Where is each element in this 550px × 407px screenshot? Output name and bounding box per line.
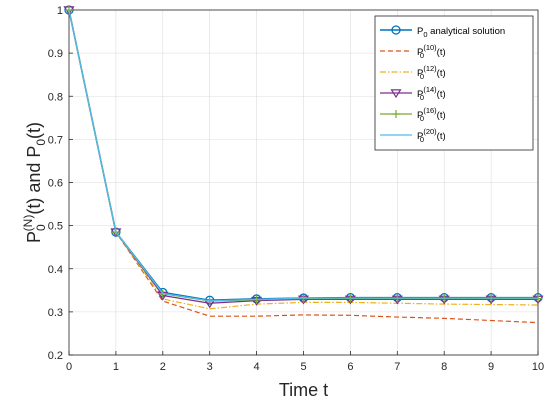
x-tick-label: 5 xyxy=(300,361,306,373)
legend-label-sub: 0 xyxy=(420,93,424,102)
legend-label-base: P xyxy=(417,47,423,58)
legend-label-base: P xyxy=(417,131,423,142)
legend-label-base: P xyxy=(417,110,423,121)
legend-label-sub: 0 xyxy=(420,51,424,60)
legend-label: P(10) 0 (t) xyxy=(417,43,446,60)
y-label-mid: (t) and P xyxy=(24,146,44,215)
legend-swatch-marker xyxy=(391,25,401,35)
legend-label-suffix: (t) xyxy=(437,47,446,58)
legend-label-suffix: (t) xyxy=(437,89,446,100)
legend-item: P(12) 0 (t) xyxy=(380,64,446,81)
legend-box xyxy=(374,15,534,151)
legend-label-base: P xyxy=(417,68,423,79)
legend-label-sup: (14) xyxy=(423,85,437,94)
y-tick-label: 0.3 xyxy=(48,307,63,319)
y-tick-label: 0.9 xyxy=(48,48,63,60)
legend-swatch-marker xyxy=(392,110,400,118)
legend-label-base: P xyxy=(417,89,423,100)
legend-item: P(16) 0 (t) xyxy=(380,106,446,123)
x-tick-label: 6 xyxy=(347,361,353,373)
axis-ticks: 0 1 2 3 4 5 6 7 8 9 10 0.2 0.3 0.4 0.5 0.6 0.7 0.8 0.9 1 xyxy=(48,5,544,373)
legend-label-suffix: analytical solution xyxy=(428,26,506,37)
legend-label-sup: (10) xyxy=(423,43,437,52)
y-tick-label: 0.5 xyxy=(48,221,63,233)
legend-item: P0 analytical solution xyxy=(380,25,505,39)
legend-label: P(12) 0 (t) xyxy=(417,64,446,81)
legend-label-suffix: (t) xyxy=(437,110,446,121)
series-line xyxy=(68,9,538,302)
y-tick-label: 0.6 xyxy=(48,178,63,190)
series-line xyxy=(68,9,539,324)
y-tick-label: 0.8 xyxy=(48,91,63,103)
y-label-base: P xyxy=(24,231,44,243)
legend-item: P(10) 0 (t) xyxy=(380,43,446,60)
y-label-sup: (N) xyxy=(21,215,35,232)
x-tick-label: 7 xyxy=(394,361,400,373)
legend-swatch-marker xyxy=(390,89,402,99)
legend-label-sub: 0 xyxy=(420,114,424,123)
x-axis-label: Time t xyxy=(279,380,328,400)
legend-label: P(16) 0 (t) xyxy=(417,106,446,123)
x-tick-label: 2 xyxy=(160,361,166,373)
x-tick-label: 8 xyxy=(441,361,447,373)
series-group xyxy=(63,5,544,324)
y-tick-label: 1 xyxy=(57,5,63,17)
legend-label-sub: 0 xyxy=(420,72,424,81)
legend-label-sup: (12) xyxy=(423,64,437,73)
legend-label-sup: (16) xyxy=(423,106,437,115)
x-tick-label: 9 xyxy=(488,361,494,373)
series-6 xyxy=(68,9,538,302)
legend-label: P(14) 0 (t) xyxy=(417,85,446,102)
y-tick-label: 0.7 xyxy=(48,134,63,146)
y-label-end: (t) xyxy=(24,122,44,139)
y-label-sub: 0 xyxy=(34,224,48,231)
legend-label-sup: (20) xyxy=(423,127,437,136)
legend-label-sub: 0 xyxy=(420,135,424,144)
legend-label-suffix: (t) xyxy=(437,131,446,142)
legend-label: P0 analytical solution xyxy=(417,26,505,39)
x-tick-label: 4 xyxy=(254,361,260,373)
legend-item: P(20) 0 (t) xyxy=(380,127,446,144)
legend-item: P(14) 0 (t) xyxy=(380,85,446,102)
y-label-sub2: 0 xyxy=(34,139,48,146)
x-tick-label: 10 xyxy=(532,361,544,373)
legend-label-suffix: (t) xyxy=(437,68,446,79)
y-tick-label: 0.4 xyxy=(48,264,63,276)
x-tick-label: 0 xyxy=(66,361,72,373)
x-tick-label: 1 xyxy=(113,361,119,373)
legend-label-sub: 0 xyxy=(423,30,427,39)
y-tick-label: 0.2 xyxy=(48,350,63,362)
legend-label: P(20) 0 (t) xyxy=(417,127,446,144)
legend-label-base: P xyxy=(417,26,423,37)
x-tick-label: 3 xyxy=(207,361,213,373)
series-2 xyxy=(68,9,539,324)
y-axis-label: P0(N)(t) and P0(t) xyxy=(21,122,48,243)
